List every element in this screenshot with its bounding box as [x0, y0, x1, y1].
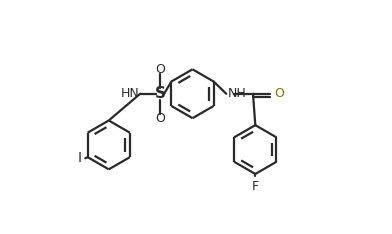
Text: O: O: [274, 87, 284, 100]
Text: I: I: [78, 151, 82, 165]
Text: S: S: [154, 86, 165, 101]
Text: O: O: [155, 63, 165, 76]
Text: HN: HN: [120, 87, 139, 100]
Text: O: O: [155, 112, 165, 125]
Text: F: F: [252, 180, 259, 193]
Text: NH: NH: [227, 87, 246, 100]
